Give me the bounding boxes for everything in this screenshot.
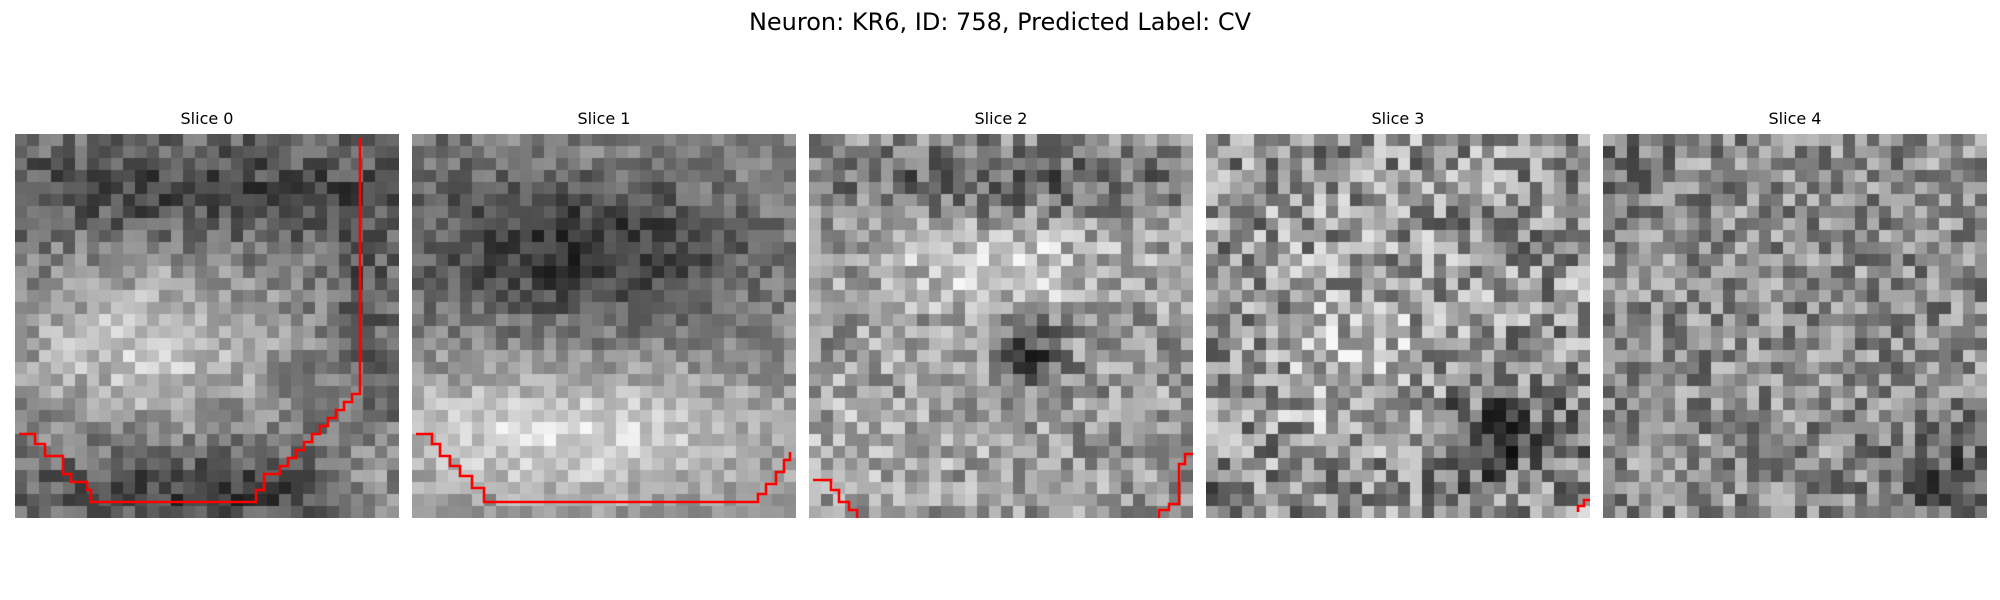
slice-image [809, 134, 1193, 518]
slice-panel-1: Slice 1 [412, 108, 796, 520]
slice-panel-3: Slice 3 [1206, 108, 1590, 520]
slice-image [412, 134, 796, 518]
slice-image [1603, 134, 1987, 518]
slice-title: Slice 0 [180, 109, 234, 128]
segmentation-contour [1576, 498, 1590, 512]
segmentation-contour [19, 138, 362, 504]
slice-title: Slice 4 [1768, 109, 1822, 128]
slice-title: Slice 2 [974, 109, 1028, 128]
slice-title: Slice 1 [577, 109, 631, 128]
segmentation-contour [813, 452, 1193, 518]
slice-image [15, 134, 399, 518]
slice-image [1206, 134, 1590, 518]
segmentation-contour [416, 432, 792, 504]
figure-title: Neuron: KR6, ID: 758, Predicted Label: C… [748, 8, 1252, 36]
slice-panel-2: Slice 2 [809, 108, 1193, 520]
slice-panel-0: Slice 0 [15, 108, 399, 520]
slice-panel-4: Slice 4 [1603, 108, 1987, 520]
slice-title: Slice 3 [1371, 109, 1425, 128]
